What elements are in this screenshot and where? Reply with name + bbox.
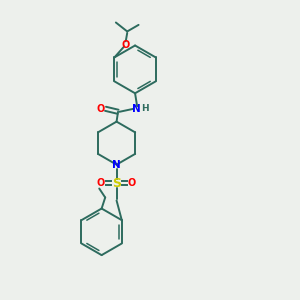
Text: O: O [97, 178, 105, 188]
Text: O: O [96, 104, 104, 114]
Text: O: O [122, 40, 130, 50]
Text: O: O [128, 178, 136, 188]
Text: S: S [112, 177, 121, 190]
Text: N: N [112, 160, 121, 170]
Text: H: H [141, 104, 149, 113]
Text: N: N [132, 104, 141, 114]
